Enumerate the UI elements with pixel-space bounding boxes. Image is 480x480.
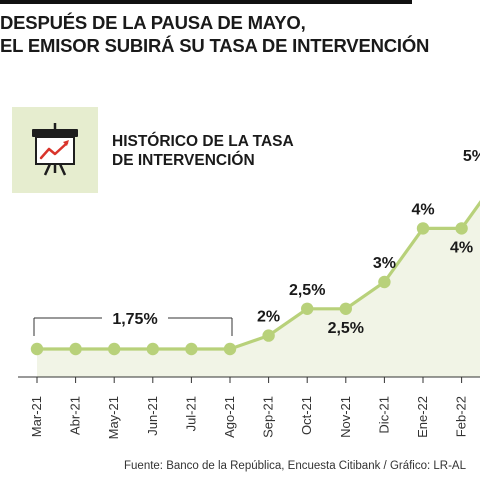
headline-line-1: DESPUÉS DE LA PAUSA DE MAYO,: [0, 12, 306, 33]
data-point: [416, 222, 430, 235]
top-rule: [0, 0, 412, 4]
x-tick-label: Ene-22: [415, 396, 430, 438]
data-point: [339, 302, 352, 315]
chart-title: HISTÓRICO DE LA TASA DE INTERVENCIÓN: [112, 132, 372, 170]
x-tick-label: Feb-22: [454, 396, 469, 437]
data-point: [108, 342, 121, 356]
x-tick-label: Nov-21: [338, 396, 353, 438]
data-point: [262, 329, 275, 342]
x-tick-label: Mar-21: [29, 396, 44, 437]
source-note: Fuente: Banco de la República, Encuesta …: [124, 460, 466, 472]
presentation-chart-icon: [12, 107, 98, 193]
x-tick-label: Jul-21: [183, 396, 198, 431]
data-label: 4%: [450, 239, 473, 256]
data-point: [69, 342, 82, 356]
data-point: [185, 342, 198, 356]
data-label: 2,5%: [289, 282, 325, 299]
presentation-chart-icon-graphic: [32, 123, 78, 176]
x-tick-label: Jun-21: [145, 396, 160, 436]
x-tick-label: Oct-21: [299, 396, 314, 435]
headline: DESPUÉS DE LA PAUSA DE MAYO, EL EMISOR S…: [0, 11, 480, 57]
bracket-label: 1,75%: [112, 311, 157, 328]
data-label: 4%: [411, 201, 434, 218]
headline-line-2: EL EMISOR SUBIRÁ SU TASA DE INTERVENCIÓN: [0, 35, 430, 56]
data-label: 3%: [373, 255, 396, 272]
data-label: 2%: [257, 309, 280, 326]
data-label: 5%: [463, 148, 480, 165]
area-fill: [37, 202, 480, 377]
data-point: [378, 275, 391, 289]
x-tick-label: May-21: [106, 396, 121, 439]
data-label: 2,5%: [328, 320, 364, 337]
x-tick-label: Sep-21: [261, 396, 276, 438]
data-point: [146, 342, 159, 356]
data-point: [30, 342, 44, 356]
data-point: [223, 342, 237, 356]
x-tick-label: Abr-21: [68, 396, 83, 435]
chart-title-line-1: HISTÓRICO DE LA TASA: [112, 133, 294, 150]
x-tick-label: Ago-21: [222, 396, 237, 438]
chart-title-line-2: DE INTERVENCIÓN: [112, 152, 255, 169]
x-tick-label: Dic-21: [376, 396, 391, 434]
data-point: [301, 302, 314, 315]
data-point: [455, 222, 468, 235]
